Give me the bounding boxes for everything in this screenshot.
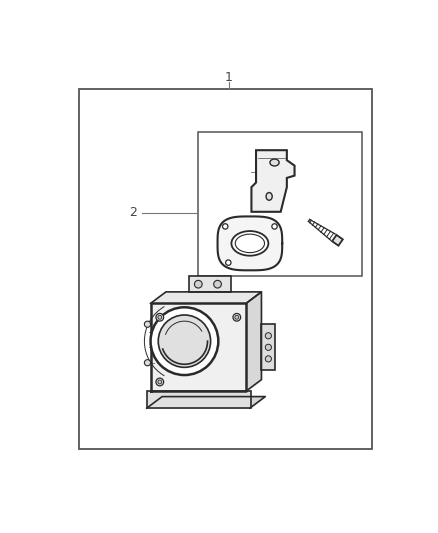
Polygon shape	[251, 150, 294, 212]
Ellipse shape	[272, 224, 277, 229]
Ellipse shape	[158, 316, 162, 319]
Ellipse shape	[265, 333, 272, 339]
Ellipse shape	[223, 224, 228, 229]
Ellipse shape	[270, 159, 279, 166]
Ellipse shape	[235, 316, 239, 319]
Polygon shape	[147, 397, 265, 408]
Polygon shape	[151, 303, 246, 391]
Bar	[189, 277, 231, 292]
Ellipse shape	[158, 315, 211, 367]
Text: 1: 1	[225, 71, 233, 84]
Ellipse shape	[145, 321, 151, 327]
Polygon shape	[218, 216, 282, 270]
Ellipse shape	[151, 308, 218, 375]
Ellipse shape	[194, 280, 202, 288]
Ellipse shape	[266, 192, 272, 200]
Ellipse shape	[145, 360, 151, 366]
Ellipse shape	[265, 344, 272, 350]
Ellipse shape	[158, 380, 162, 384]
Bar	[147, 391, 251, 408]
Ellipse shape	[214, 280, 221, 288]
Ellipse shape	[226, 260, 231, 265]
Ellipse shape	[156, 313, 164, 321]
Polygon shape	[151, 292, 261, 303]
Bar	[261, 324, 276, 370]
Ellipse shape	[233, 313, 240, 321]
Text: 2: 2	[129, 206, 137, 219]
Ellipse shape	[231, 231, 268, 256]
Ellipse shape	[265, 356, 272, 362]
Bar	[79, 90, 371, 449]
Polygon shape	[246, 292, 261, 391]
Ellipse shape	[156, 378, 164, 386]
Polygon shape	[332, 235, 343, 246]
Bar	[198, 132, 362, 276]
